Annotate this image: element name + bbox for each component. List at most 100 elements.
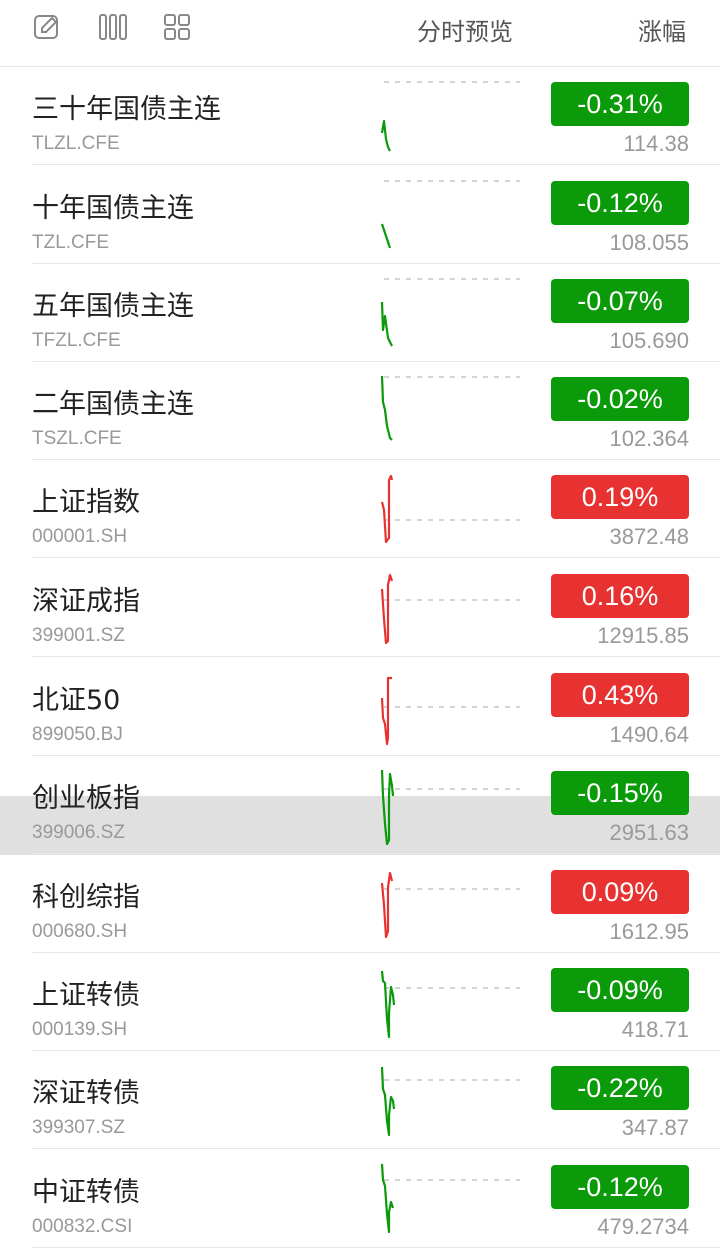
instrument-name: 上证转债 — [32, 980, 140, 1011]
change-badge[interactable]: -0.12% — [551, 1165, 689, 1209]
row-divider — [32, 1050, 720, 1051]
intraday-sparkline — [380, 676, 520, 746]
intraday-sparkline — [380, 1066, 520, 1137]
row-divider — [32, 1148, 720, 1149]
intraday-sparkline — [380, 1163, 520, 1234]
change-badge[interactable]: -0.02% — [551, 377, 689, 421]
instrument-name: 深证成指 — [32, 586, 140, 617]
change-badge[interactable]: 0.43% — [551, 673, 689, 717]
change-badge[interactable]: 0.16% — [551, 574, 689, 618]
change-badge[interactable]: -0.09% — [551, 968, 689, 1012]
change-badge[interactable]: 0.19% — [551, 475, 689, 519]
change-badge[interactable]: -0.15% — [551, 771, 689, 815]
sparkline-line — [380, 970, 396, 1039]
last-price: 3872.48 — [609, 524, 689, 549]
quote-row[interactable]: 三十年国债主连 TLZL.CFE -0.31% 114.38 — [0, 67, 720, 165]
instrument-name: 二年国债主连 — [32, 389, 194, 420]
list-header: 分时预览 涨幅 — [0, 0, 720, 67]
sparkline-line — [380, 119, 391, 152]
last-price: 1612.95 — [609, 919, 689, 944]
quote-row[interactable]: 五年国债主连 TFZL.CFE -0.07% 105.690 — [0, 264, 720, 362]
sparkline-line — [380, 223, 392, 249]
sparkline-line — [380, 676, 392, 746]
instrument-code: 399006.SZ — [32, 822, 125, 843]
row-divider — [32, 952, 720, 953]
instrument-name: 上证指数 — [32, 487, 140, 518]
last-price: 108.055 — [609, 230, 689, 255]
intraday-sparkline — [380, 180, 520, 249]
instrument-code: 000680.SH — [32, 921, 128, 942]
preview-column-header: 分时预览 — [417, 18, 513, 46]
instrument-name: 中证转债 — [32, 1177, 140, 1208]
row-divider — [32, 164, 720, 165]
intraday-sparkline — [380, 81, 520, 152]
instrument-code: 000139.SH — [32, 1019, 128, 1040]
change-badge[interactable]: -0.31% — [551, 82, 689, 126]
intraday-sparkline — [380, 474, 520, 544]
change-badge[interactable]: 0.09% — [551, 870, 689, 914]
instrument-code: TSZL.CFE — [32, 428, 122, 449]
instrument-code: TFZL.CFE — [32, 330, 121, 351]
instrument-code: 399307.SZ — [32, 1117, 125, 1138]
instrument-code: 000832.CSI — [32, 1216, 133, 1237]
sparkline-line — [380, 871, 394, 939]
intraday-sparkline — [380, 375, 520, 441]
quote-row[interactable]: 深证成指 399001.SZ 0.16% 12915.85 — [0, 559, 720, 657]
change-badge[interactable]: -0.12% — [551, 181, 689, 225]
instrument-name: 北证50 — [32, 685, 121, 716]
last-price: 12915.85 — [597, 623, 689, 648]
instrument-code: 399001.SZ — [32, 625, 125, 646]
edit-icon[interactable] — [32, 12, 62, 42]
quote-row[interactable]: 上证转债 000139.SH -0.09% 418.71 — [0, 953, 720, 1051]
intraday-sparkline — [380, 573, 520, 645]
quote-row[interactable]: 二年国债主连 TSZL.CFE -0.02% 102.364 — [0, 362, 720, 460]
last-price: 2951.63 — [609, 820, 689, 845]
row-divider — [32, 263, 720, 264]
instrument-name: 深证转债 — [32, 1078, 140, 1109]
quote-row[interactable]: 深证转债 399307.SZ -0.22% 347.87 — [0, 1051, 720, 1149]
instrument-code: TLZL.CFE — [32, 133, 120, 154]
columns-icon[interactable] — [98, 12, 128, 42]
instrument-code: 899050.BJ — [32, 724, 123, 745]
last-price: 1490.64 — [609, 722, 689, 747]
quote-row[interactable]: 科创综指 000680.SH 0.09% 1612.95 — [0, 855, 720, 953]
quote-row[interactable]: 北证50 899050.BJ 0.43% 1490.64 — [0, 658, 720, 756]
sparkline-line — [380, 769, 395, 846]
change-badge[interactable]: -0.07% — [551, 279, 689, 323]
quote-row[interactable]: 创业板指 399006.SZ -0.15% 2951.63 — [0, 756, 720, 854]
row-divider — [32, 656, 720, 657]
intraday-sparkline — [380, 278, 520, 347]
quote-row[interactable]: 上证指数 000001.SH 0.19% 3872.48 — [0, 460, 720, 558]
instrument-name: 三十年国债主连 — [32, 94, 221, 125]
sparkline-line — [380, 1163, 395, 1234]
sparkline-line — [380, 1066, 396, 1137]
last-price: 102.364 — [609, 426, 689, 451]
instrument-name: 五年国债主连 — [32, 291, 194, 322]
last-price: 347.87 — [621, 1115, 689, 1140]
intraday-sparkline — [380, 970, 520, 1039]
row-divider — [32, 459, 720, 460]
change-column-header[interactable]: 涨幅 — [638, 18, 686, 46]
intraday-sparkline — [380, 871, 520, 939]
last-price: 418.71 — [621, 1017, 689, 1042]
last-price: 114.38 — [623, 131, 689, 156]
row-divider — [32, 853, 720, 854]
instrument-code: 000001.SH — [32, 526, 128, 547]
quote-row[interactable]: 中证转债 000832.CSI -0.12% 479.2734 — [0, 1150, 720, 1248]
row-divider — [32, 361, 720, 362]
grid-icon[interactable] — [162, 12, 192, 42]
quote-row[interactable]: 十年国债主连 TZL.CFE -0.12% 108.055 — [0, 166, 720, 264]
intraday-sparkline — [380, 769, 520, 846]
sparkline-line — [380, 375, 393, 441]
instrument-name: 十年国债主连 — [32, 193, 194, 224]
row-divider — [32, 557, 720, 558]
row-divider — [32, 755, 720, 756]
change-badge[interactable]: -0.22% — [551, 1066, 689, 1110]
sparkline-line — [380, 573, 394, 645]
instrument-code: TZL.CFE — [32, 232, 110, 253]
sparkline-line — [380, 474, 394, 544]
last-price: 479.2734 — [597, 1214, 689, 1239]
instrument-name: 创业板指 — [32, 783, 140, 814]
sparkline-line — [380, 301, 393, 347]
instrument-name: 科创综指 — [32, 882, 140, 913]
